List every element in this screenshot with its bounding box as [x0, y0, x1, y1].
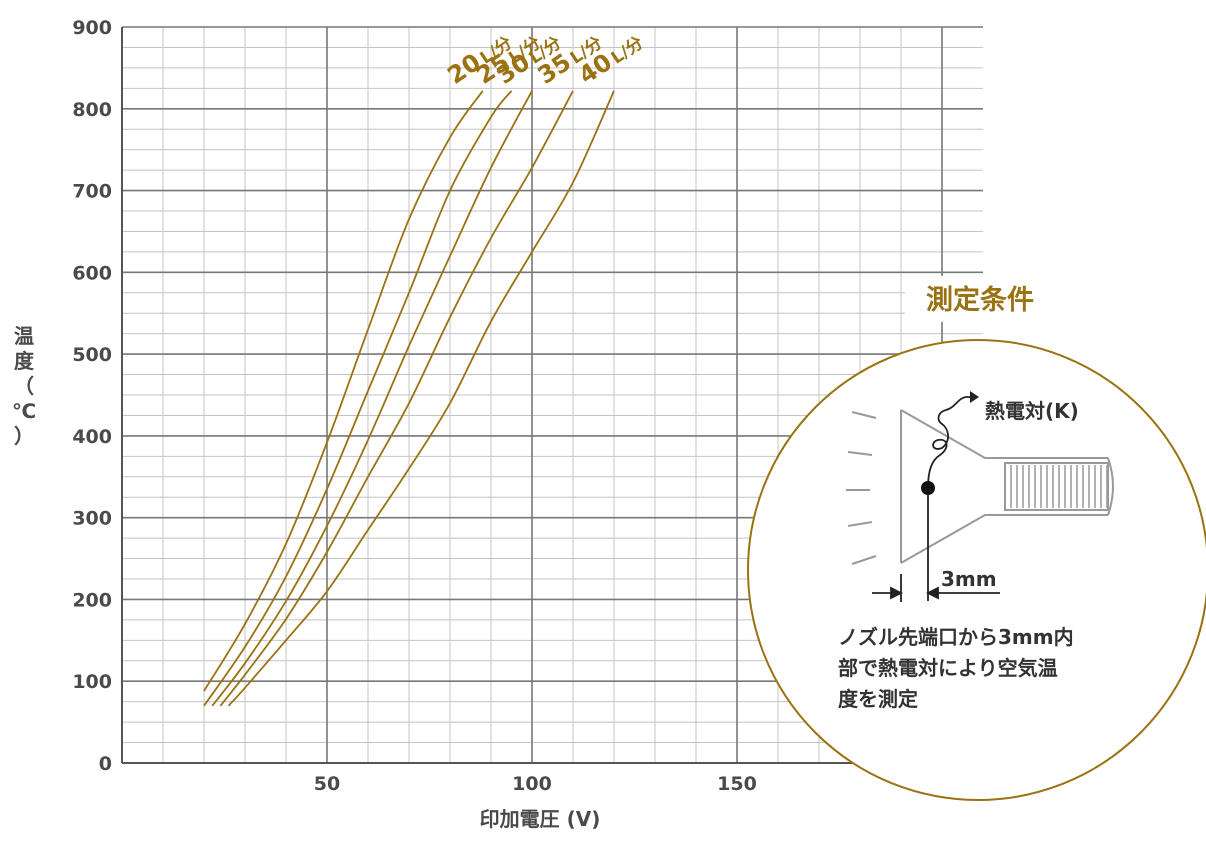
y-axis-title-char: ） — [14, 424, 34, 448]
y-axis-title: 温度（℃） — [12, 324, 36, 448]
series-label: 40L/分 — [574, 27, 648, 90]
x-tick-label: 50 — [314, 773, 340, 795]
y-tick-label: 700 — [72, 181, 112, 203]
y-axis-title-char: （ — [14, 374, 34, 398]
y-tick-labels: 0 100 200 300 400 500 600 700 800 900 — [72, 17, 112, 775]
y-axis-title-char: 温 — [14, 324, 34, 348]
measurement-conditions: 測定条件 熱電対(K) — [747, 276, 1206, 801]
y-tick-label: 400 — [72, 426, 112, 448]
series-line — [203, 90, 513, 707]
y-tick-label: 800 — [72, 99, 112, 121]
sensor-label: 熱電対(K) — [985, 399, 1079, 423]
series-lines — [203, 90, 615, 707]
series-line — [211, 90, 533, 707]
series-line — [219, 90, 574, 707]
x-tick-labels: 50 100 150 — [314, 773, 757, 795]
conditions-title: 測定条件 — [926, 284, 1034, 316]
y-tick-label: 200 — [72, 589, 112, 611]
y-tick-label: 500 — [72, 344, 112, 366]
conditions-title-background — [905, 276, 1045, 322]
description-line-1: ノズル先端口から3mm内 — [838, 625, 1074, 649]
x-tick-label: 150 — [717, 773, 757, 795]
y-tick-label: 300 — [72, 508, 112, 530]
y-tick-label: 100 — [72, 671, 112, 693]
nozzle-diagram-icon — [846, 409, 1114, 565]
distance-label: 3mm — [941, 567, 997, 591]
y-axis-title-char: ℃ — [12, 399, 36, 423]
series-line — [227, 90, 615, 707]
dimension-arrow-icon — [872, 574, 1000, 602]
thermocouple-tip-icon — [921, 481, 935, 495]
description-line-3: 度を測定 — [838, 687, 918, 711]
conditions-circle — [747, 339, 1206, 801]
arrow-right-icon — [970, 391, 979, 403]
x-axis-title: 印加電圧 (V) — [480, 807, 601, 831]
x-tick-label: 100 — [512, 773, 552, 795]
description-line-2: 部で熱電対により空気温 — [838, 656, 1058, 680]
y-axis-title-char: 度 — [14, 349, 35, 373]
y-tick-label: 0 — [99, 753, 112, 775]
thermocouple-wire-icon — [927, 396, 972, 601]
series-line — [203, 90, 484, 692]
y-tick-label: 900 — [72, 17, 112, 39]
y-tick-label: 600 — [72, 262, 112, 284]
